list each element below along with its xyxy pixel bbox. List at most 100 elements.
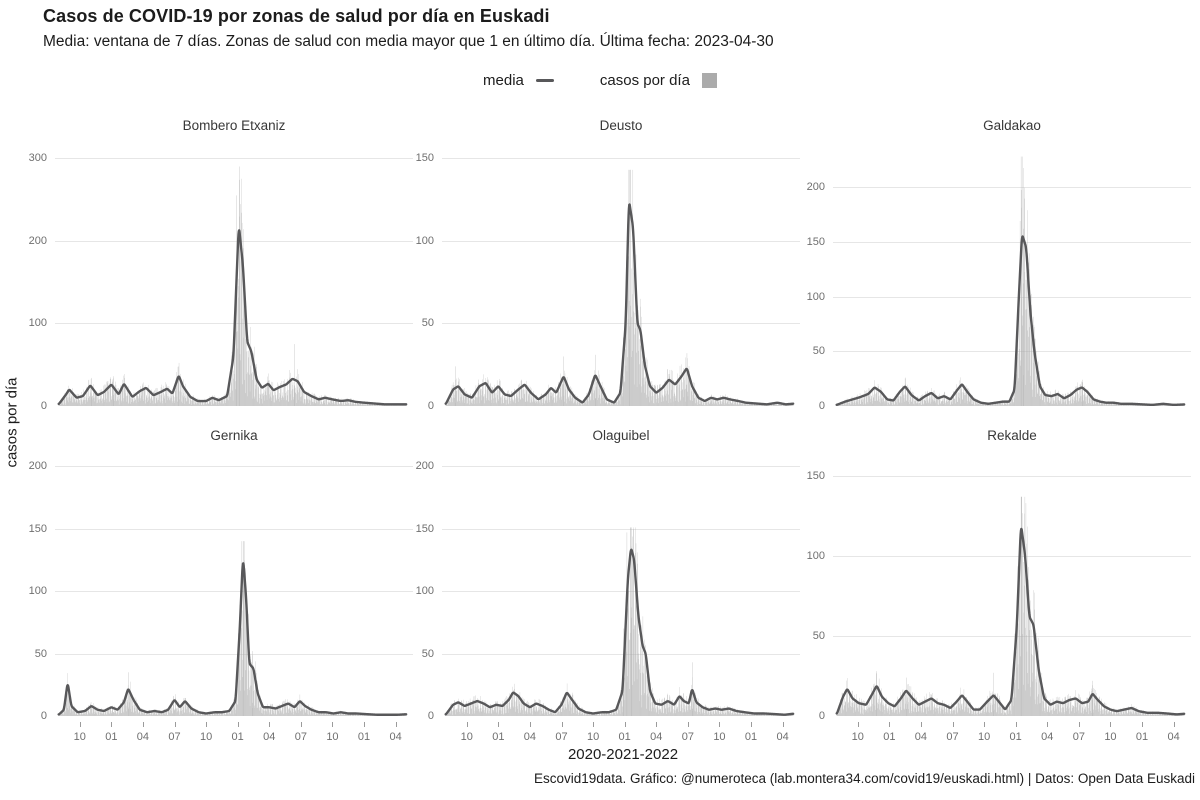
caption: Escovid19data. Gráfico: @numeroteca (lab… xyxy=(533,771,1195,786)
x-tick-label: 01 xyxy=(1009,731,1022,743)
x-tick-mark xyxy=(656,722,658,727)
x-tick-label: 04 xyxy=(263,731,276,743)
y-tick-label: 200 xyxy=(28,234,47,247)
x-tick-label: 10 xyxy=(977,731,991,743)
x-tick-mark xyxy=(206,722,208,727)
y-tick-label: 50 xyxy=(812,345,825,358)
x-tick-label: 01 xyxy=(357,731,371,743)
legend-label-media: media xyxy=(483,72,524,89)
x-tick-label: 01 xyxy=(618,731,631,743)
x-tick-mark xyxy=(920,722,922,727)
x-tick-label: 04 xyxy=(1167,731,1180,743)
x-tick-label: 01 xyxy=(744,731,758,743)
page-subtitle: Media: ventana de 7 días. Zonas de salud… xyxy=(43,33,774,50)
x-tick-mark xyxy=(1142,722,1144,727)
x-tick-mark xyxy=(1015,722,1017,727)
y-tick-label: 50 xyxy=(421,317,434,330)
x-axis-label: 2020-2021-2022 xyxy=(567,746,679,763)
x-tick-mark xyxy=(237,722,239,727)
x-tick-label: 10 xyxy=(460,731,473,743)
x-tick-label: 10 xyxy=(1104,731,1117,743)
x-tick-mark xyxy=(782,722,784,727)
x-tick-label: 10 xyxy=(326,731,339,743)
facet-plot-canvas xyxy=(442,150,800,406)
x-tick-mark xyxy=(889,722,891,727)
y-tick-label: 150 xyxy=(28,522,47,535)
facet-plot-canvas xyxy=(833,150,1191,406)
x-tick-mark xyxy=(952,722,954,727)
x-tick-label: 07 xyxy=(294,731,307,743)
x-tick-label: 07 xyxy=(946,731,959,743)
x-tick-mark xyxy=(1173,722,1175,727)
media-line-swatch xyxy=(535,79,554,82)
x-tick-mark xyxy=(1047,722,1049,727)
y-tick-label: 150 xyxy=(415,522,434,535)
x-tick-mark xyxy=(498,722,500,727)
x-tick-label: 04 xyxy=(523,731,537,743)
x-tick-mark xyxy=(1110,722,1112,727)
y-tick-label: 100 xyxy=(415,585,434,598)
x-tick-mark xyxy=(719,722,721,727)
x-tick-mark xyxy=(561,722,563,727)
facet-title: Galdakao xyxy=(983,118,1041,133)
legend-label-casos: casos por día xyxy=(599,72,690,89)
x-tick-mark xyxy=(111,722,113,727)
x-tick-label: 10 xyxy=(199,731,213,743)
y-tick-label: 150 xyxy=(415,152,434,165)
x-tick-mark xyxy=(624,722,626,727)
x-tick-label: 10 xyxy=(73,731,86,743)
x-tick-label: 01 xyxy=(231,731,244,743)
x-tick-label: 04 xyxy=(776,731,789,743)
y-tick-label: 0 xyxy=(427,710,434,722)
x-tick-mark xyxy=(269,722,271,727)
x-tick-mark xyxy=(857,722,859,727)
x-tick-mark xyxy=(1078,722,1080,727)
legend-item-media: media xyxy=(483,72,554,89)
y-tick-label: 0 xyxy=(818,710,825,722)
y-tick-label: 0 xyxy=(40,400,47,412)
bars-square-swatch xyxy=(701,73,717,88)
x-tick-label: 10 xyxy=(586,731,600,743)
x-tick-mark xyxy=(142,722,144,727)
y-tick-label: 50 xyxy=(34,647,47,660)
y-tick-label: 50 xyxy=(812,630,825,642)
y-tick-label: 0 xyxy=(818,400,825,412)
y-tick-label: 150 xyxy=(806,235,825,248)
y-tick-label: 0 xyxy=(40,710,47,722)
x-tick-label: 07 xyxy=(1072,731,1085,743)
facet-plot-canvas xyxy=(442,460,800,716)
x-tick-mark xyxy=(395,722,397,727)
y-tick-label: 100 xyxy=(806,550,825,562)
facet-title: Gernika xyxy=(210,428,258,443)
page-title: Casos de COVID-19 por zonas de salud por… xyxy=(43,6,550,26)
x-tick-label: 01 xyxy=(492,731,505,743)
facet-plot-canvas xyxy=(55,150,413,406)
x-tick-label: 04 xyxy=(650,731,663,743)
legend-item-casos: casos por día xyxy=(600,72,717,89)
x-tick-mark xyxy=(364,722,366,727)
y-tick-label: 200 xyxy=(28,460,47,473)
legend: media casos por día xyxy=(0,72,1200,89)
x-tick-mark xyxy=(332,722,334,727)
x-tick-mark xyxy=(984,722,986,727)
x-tick-label: 01 xyxy=(1135,731,1149,743)
y-tick-label: 200 xyxy=(806,181,825,194)
x-tick-label: 04 xyxy=(389,731,402,743)
facet-title: Deusto xyxy=(599,118,643,133)
x-tick-label: 01 xyxy=(883,731,896,743)
facet-plot-canvas xyxy=(55,460,413,716)
y-tick-label: 0 xyxy=(427,400,434,412)
x-tick-mark xyxy=(174,722,176,727)
x-tick-label: 10 xyxy=(851,731,864,743)
y-tick-label: 100 xyxy=(28,585,47,598)
x-tick-mark xyxy=(300,722,302,727)
x-tick-label: 07 xyxy=(555,731,568,743)
y-tick-label: 100 xyxy=(415,234,434,247)
x-tick-mark xyxy=(529,722,531,727)
y-tick-label: 100 xyxy=(28,317,47,330)
facet-title: Olaguibel xyxy=(592,428,650,443)
facet-title: Bombero Etxaniz xyxy=(182,118,286,133)
y-tick-label: 50 xyxy=(421,647,434,660)
x-tick-label: 07 xyxy=(681,731,694,743)
